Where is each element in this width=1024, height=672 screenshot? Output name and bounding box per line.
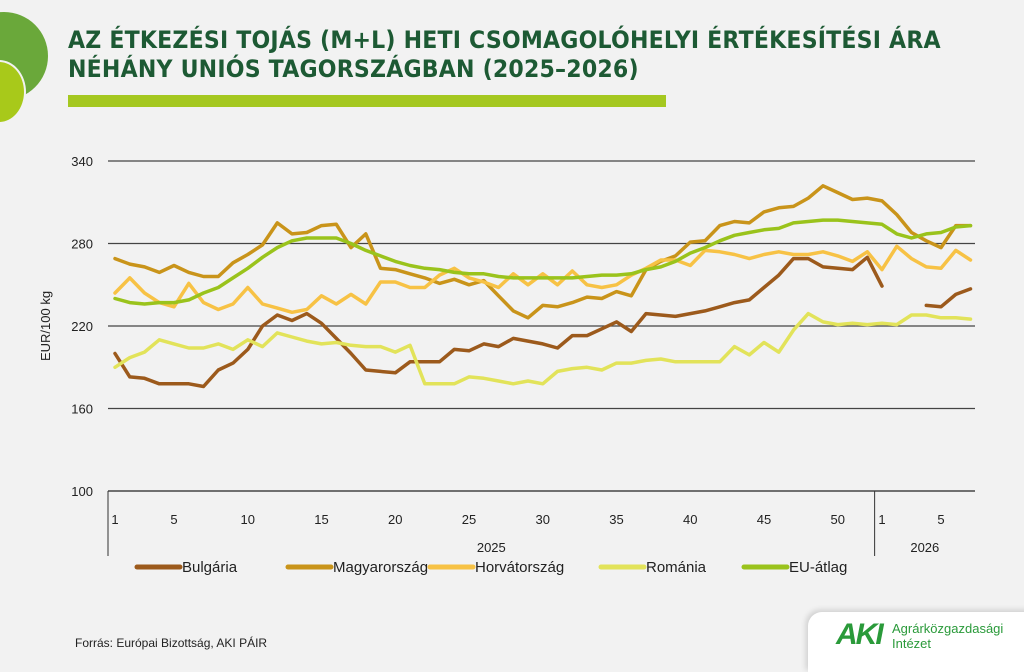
x-tick-label: 10 [241, 512, 255, 527]
chart-title: AZ ÉTKEZÉSI TOJÁS (M+L) HETI CSOMAGOLÓHE… [68, 26, 941, 84]
x-tick-label: 45 [757, 512, 771, 527]
title-line-2: NÉHÁNY UNIÓS TAGORSZÁGBAN (2025–2026) [68, 55, 639, 83]
legend-label: EU-átlag [789, 559, 847, 576]
x-tick-label: 35 [609, 512, 623, 527]
x-tick-label: 15 [314, 512, 328, 527]
logo-line-2: Intézet [892, 636, 932, 651]
series-line-eu-átlag [113, 218, 973, 306]
x-tick-label: 5 [937, 512, 944, 527]
logo-mark: AKI [836, 618, 884, 651]
x-tick-label: 1 [878, 512, 885, 527]
x-tick-label: 50 [831, 512, 845, 527]
x-group-label: 2025 [477, 540, 506, 555]
x-tick-label: 20 [388, 512, 402, 527]
legend-label: Magyarország [333, 559, 428, 576]
source-note: Forrás: Európai Bizottság, AKI PÁIR [75, 636, 268, 650]
title-underline-bar [68, 95, 666, 107]
y-tick-label: 280 [71, 237, 93, 252]
x-tick-label: 25 [462, 512, 476, 527]
y-axis-label: EUR/100 kg [38, 291, 53, 361]
x-tick-label: 30 [536, 512, 550, 527]
series-line-horvátország [113, 244, 973, 315]
x-tick-label: 5 [170, 512, 177, 527]
aki-logo: AKI Agrárközgazdasági Intézet [808, 612, 1024, 672]
y-tick-label: 160 [71, 402, 93, 417]
series-line-magyarország [113, 184, 973, 320]
y-tick-label: 100 [71, 484, 93, 499]
x-tick-label: 40 [683, 512, 697, 527]
x-group-label: 2026 [910, 540, 939, 555]
y-tick-label: 340 [71, 154, 93, 169]
legend-label: Bulgária [182, 559, 238, 576]
legend-label: Horvátország [475, 559, 564, 576]
series-line-bulgária [113, 255, 973, 389]
y-tick-label: 220 [71, 319, 93, 334]
title-line-1: AZ ÉTKEZÉSI TOJÁS (M+L) HETI CSOMAGOLÓHE… [68, 26, 941, 54]
x-tick-label: 1 [111, 512, 118, 527]
legend-label: Románia [646, 559, 707, 576]
logo-line-1: Agrárközgazdasági [892, 621, 1004, 636]
series-line-románia [113, 311, 973, 386]
